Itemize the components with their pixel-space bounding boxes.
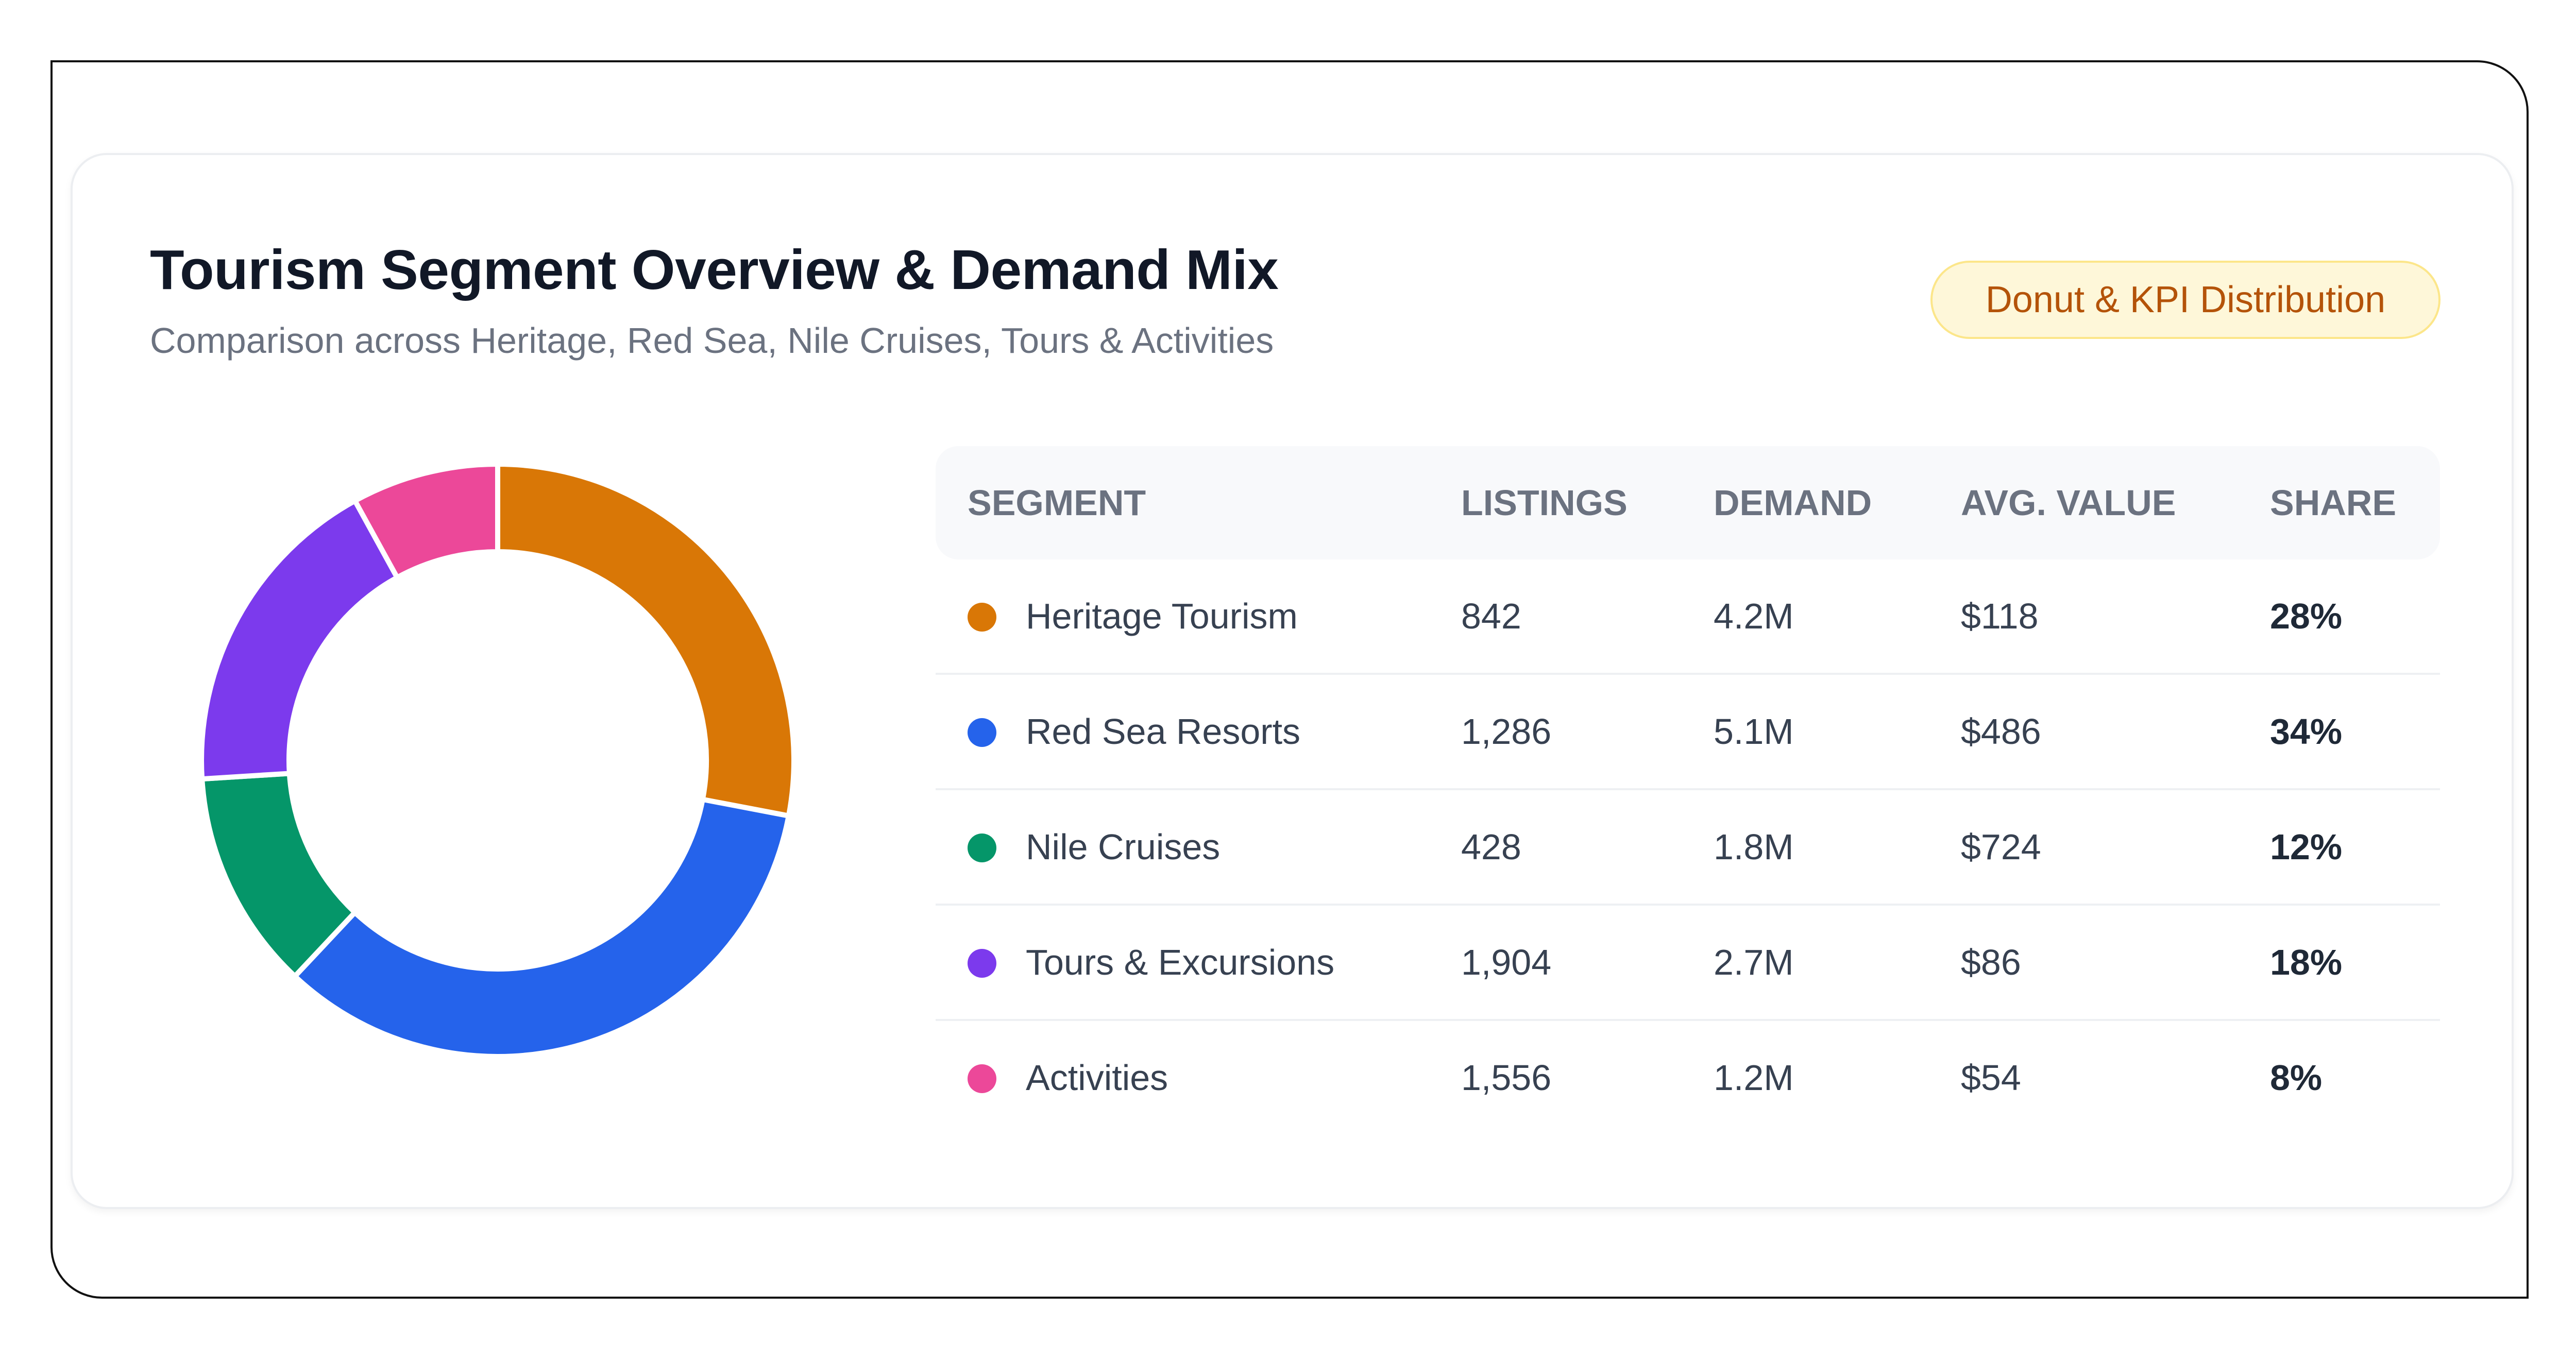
cell-listings: 428 <box>1461 827 1521 867</box>
cell-listings: 842 <box>1461 596 1521 636</box>
cell-demand: 1.8M <box>1714 827 1794 867</box>
cell-share: 34% <box>2270 711 2343 752</box>
table-row[interactable]: Nile Cruises 428 1.8M $724 12% <box>936 790 2440 906</box>
legend-dot <box>968 603 996 632</box>
table-row[interactable]: Tours & Excursions 1,904 2.7M $86 18% <box>936 906 2440 1021</box>
donut-slice-red-sea-resorts <box>291 796 792 1057</box>
cell-listings: 1,904 <box>1461 942 1552 982</box>
cell-share: 12% <box>2270 827 2343 867</box>
cell-listings: 1,286 <box>1461 711 1552 752</box>
cell-listings: 1,556 <box>1461 1058 1552 1098</box>
header-share: SHARE <box>2270 483 2397 523</box>
donut-chart <box>201 464 794 1057</box>
card-subtitle: Comparison across Heritage, Red Sea, Nil… <box>150 320 1274 361</box>
header-listings: LISTINGS <box>1461 483 1628 523</box>
cell-share: 18% <box>2270 942 2343 982</box>
donut-slice-activities <box>351 464 500 581</box>
donut-slice-tours-excursions <box>201 497 401 782</box>
cell-demand: 5.1M <box>1714 711 1794 752</box>
cell-demand: 2.7M <box>1714 942 1794 982</box>
card-title: Tourism Segment Overview & Demand Mix <box>150 239 1279 301</box>
cell-segment: Red Sea Resorts <box>1026 711 1301 752</box>
cell-demand: 4.2M <box>1714 596 1794 636</box>
cell-demand: 1.2M <box>1714 1058 1794 1098</box>
donut-slice-heritage-tourism <box>495 464 794 819</box>
segment-table: SEGMENT LISTINGS DEMAND AVG. VALUE SHARE… <box>936 446 2440 1136</box>
header-avg-value: AVG. VALUE <box>1961 483 2176 523</box>
table-header: SEGMENT LISTINGS DEMAND AVG. VALUE SHARE <box>936 446 2440 559</box>
cell-segment: Heritage Tourism <box>1026 596 1298 636</box>
cell-segment: Nile Cruises <box>1026 827 1221 867</box>
cell-share: 8% <box>2270 1058 2323 1098</box>
cell-segment: Activities <box>1026 1058 1168 1098</box>
legend-dot <box>968 833 996 862</box>
cell-avg-value: $724 <box>1961 827 2041 867</box>
table-row[interactable]: Activities 1,556 1.2M $54 8% <box>936 1021 2440 1136</box>
segment-overview-card: Tourism Segment Overview & Demand Mix Co… <box>71 153 2514 1209</box>
legend-dot <box>968 718 996 747</box>
cell-avg-value: $86 <box>1961 942 2021 982</box>
legend-dot <box>968 1064 996 1093</box>
header-demand: DEMAND <box>1714 483 1872 523</box>
legend-dot <box>968 949 996 978</box>
cell-share: 28% <box>2270 596 2343 636</box>
table-row[interactable]: Red Sea Resorts 1,286 5.1M $486 34% <box>936 675 2440 790</box>
header-segment: SEGMENT <box>968 483 1146 523</box>
cell-segment: Tours & Excursions <box>1026 942 1335 982</box>
chart-type-badge: Donut & KPI Distribution <box>1930 261 2441 339</box>
cell-avg-value: $54 <box>1961 1058 2021 1098</box>
cell-avg-value: $118 <box>1961 596 2039 636</box>
table-row[interactable]: Heritage Tourism 842 4.2M $118 28% <box>936 559 2440 675</box>
cell-avg-value: $486 <box>1961 711 2041 752</box>
